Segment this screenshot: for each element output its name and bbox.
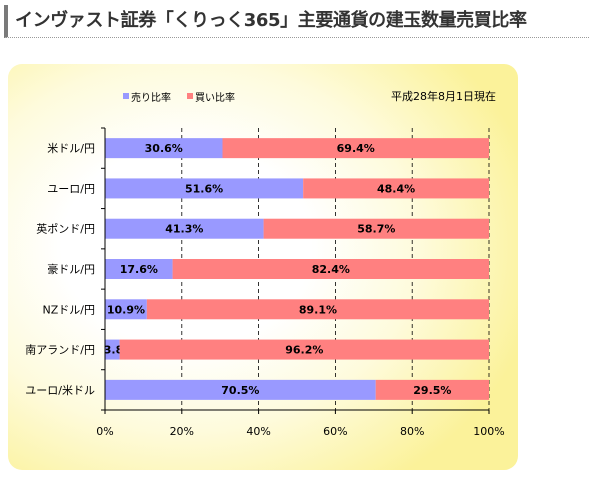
x-tick-label: 100% — [473, 425, 504, 438]
bar-value-label: 51.6% — [185, 182, 223, 195]
bar-buy-segment — [263, 218, 489, 239]
page-title: インヴァスト証券「くりっく365」主要通貨の建玉数量売買比率 — [4, 5, 589, 38]
x-tick-label: 80% — [400, 425, 424, 438]
x-tick-label: 20% — [170, 425, 194, 438]
bar-value-label: 58.7% — [357, 223, 395, 236]
bar-value-label: 70.5% — [221, 384, 259, 397]
bar-value-label: 30.6% — [145, 142, 183, 155]
y-tick-label: 米ドル/円 — [47, 142, 95, 155]
bar-sell-segment — [105, 299, 147, 320]
bar-value-label: 89.1% — [299, 303, 337, 316]
bar-sell-segment — [105, 138, 223, 159]
bar-sell-segment — [105, 218, 264, 239]
y-tick-label: 英ポンド/円 — [36, 222, 95, 236]
bar-sell-segment — [105, 339, 120, 360]
bar-value-label: 17.6% — [120, 263, 158, 276]
bar-sell-segment — [105, 178, 304, 199]
bar-buy-segment — [119, 339, 489, 360]
y-tick-label: 豪ドル/円 — [47, 262, 95, 276]
y-tick-label: ユーロ/円 — [47, 182, 95, 195]
bar-sell-segment — [105, 259, 173, 279]
bar-buy-segment — [146, 299, 489, 320]
x-tick-label: 40% — [246, 425, 270, 438]
legend-label-sell: 売り比率 — [131, 91, 171, 104]
bars: 30.6% 69.4% 51.6% 48.4% 41.3% 58.7% 17.6% 82.4%… — [104, 138, 490, 400]
bar-value-label: 41.3% — [165, 223, 203, 236]
x-tick-label: 0% — [96, 425, 113, 438]
bar-buy-segment — [222, 138, 489, 159]
bar-value-label: 82.4% — [312, 263, 350, 276]
y-tick-label: NZドル/円 — [43, 303, 95, 316]
bar-sell-segment — [105, 379, 376, 400]
bar-buy-segment — [375, 379, 489, 400]
bar-value-label: 69.4% — [337, 142, 375, 155]
y-tick-label: 南アランド/円 — [25, 344, 95, 357]
legend-label-buy: 買い比率 — [195, 91, 235, 104]
bar-buy-segment — [172, 259, 490, 279]
bar-value-label: 29.5% — [413, 384, 451, 397]
y-tick-label: ユーロ/米ドル — [25, 384, 95, 397]
bar-value-label: 96.2% — [285, 344, 323, 357]
bar-value-label: 10.9% — [107, 303, 145, 316]
as-of-date: 平成28年8月1日現在 — [391, 89, 496, 103]
legend-swatch-sell — [123, 93, 129, 99]
x-tick-label: 60% — [323, 425, 347, 438]
bar-buy-segment — [303, 178, 489, 199]
bar-value-label: 48.4% — [377, 182, 415, 195]
legend-swatch-buy — [187, 93, 193, 99]
legend: 売り比率 買い比率 — [123, 91, 235, 104]
